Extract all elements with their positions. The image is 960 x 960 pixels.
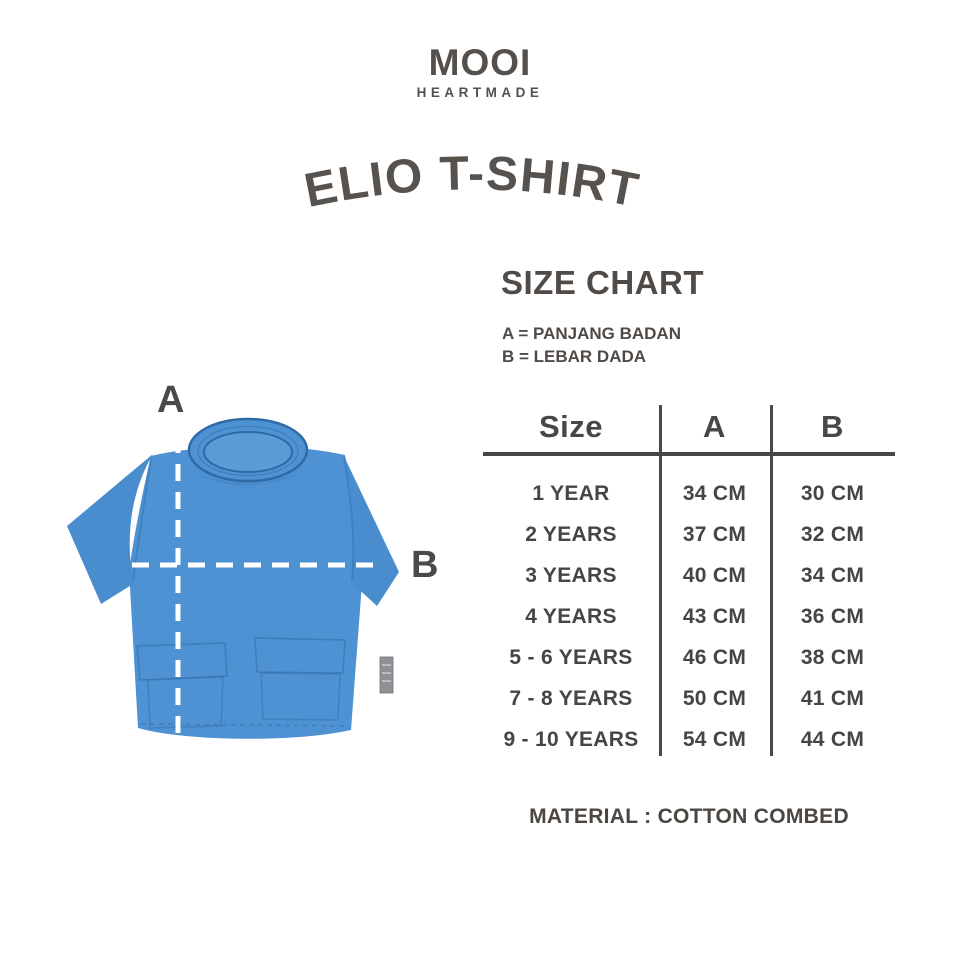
brand-name: MOOI [428, 42, 532, 83]
legend-line-b: B = LEBAR DADA [502, 347, 647, 366]
column-header-a: A [703, 409, 726, 444]
tshirt-left-sleeve [67, 454, 153, 604]
svg-text:ELIO T-SHIRT: ELIO T-SHIRT [300, 147, 644, 218]
legend-line-a: A = PANJANG BADAN [502, 324, 681, 343]
material-note: MATERIAL : COTTON COMBED [529, 805, 849, 828]
table-cell-size: 7 - 8 YEARS [509, 686, 633, 710]
right-seam [343, 456, 355, 581]
table-cell-b: 44 CM [800, 727, 865, 751]
table-cell-size: 3 YEARS [525, 563, 617, 587]
table-cell-a: 43 CM [682, 604, 747, 628]
size-chart-heading: SIZE CHART [501, 264, 704, 301]
table-cell-size: 4 YEARS [525, 604, 617, 628]
measure-label-b: B [411, 544, 439, 586]
table-divider-2 [770, 405, 773, 756]
brand-tagline: HEARTMADE [416, 85, 544, 100]
brand-logo: MOOI HEARTMADE [417, 44, 544, 100]
size-chart-legend: A = PANJANG BADAN B = LEBAR DADA [502, 322, 681, 368]
tshirt-right-sleeve [343, 454, 399, 606]
right-pocket-flap [254, 637, 346, 674]
table-cell-size: 9 - 10 YEARS [503, 727, 639, 751]
table-cell-b: 30 CM [800, 481, 865, 505]
size-table: Size A B 1 YEAR 34 CM 30 CM 2 YEARS 37 CM 32 … [483, 403, 895, 760]
table-cell-size: 2 YEARS [525, 522, 617, 546]
table-cell-a: 46 CM [682, 645, 747, 669]
table-cell-b: 36 CM [800, 604, 865, 628]
collar-rib [197, 425, 299, 477]
side-tag [379, 656, 394, 694]
collar-shadow [195, 472, 303, 486]
hem-stitch [140, 723, 348, 727]
table-cell-a: 54 CM [682, 727, 747, 751]
table-cell-size: 5 - 6 YEARS [509, 645, 633, 669]
table-cell-b: 38 CM [800, 645, 865, 669]
table-cell-b: 32 CM [800, 522, 865, 546]
column-header-b: B [821, 409, 844, 444]
table-cell-b: 41 CM [800, 686, 865, 710]
left-pocket-body [147, 676, 224, 729]
table-cell-a: 37 CM [682, 522, 747, 546]
table-cell-size: 1 YEAR [532, 481, 610, 505]
table-header-rule [483, 452, 895, 456]
table-cell-a: 34 CM [682, 481, 747, 505]
collar-inner [203, 431, 293, 473]
right-pocket-body [260, 672, 341, 721]
table-cell-a: 40 CM [682, 563, 747, 587]
table-cell-b: 34 CM [800, 563, 865, 587]
product-title: ELIO T-SHIRT [300, 147, 644, 218]
column-header-size: Size [538, 409, 604, 444]
measure-label-a: A [157, 379, 185, 421]
table-divider-1 [659, 405, 662, 756]
left-seam [132, 457, 152, 583]
left-pocket-flap [136, 642, 228, 681]
product-title-text: ELIO T-SHIRT [300, 147, 642, 218]
tshirt-illustration [67, 417, 399, 739]
table-cell-a: 50 CM [682, 686, 747, 710]
